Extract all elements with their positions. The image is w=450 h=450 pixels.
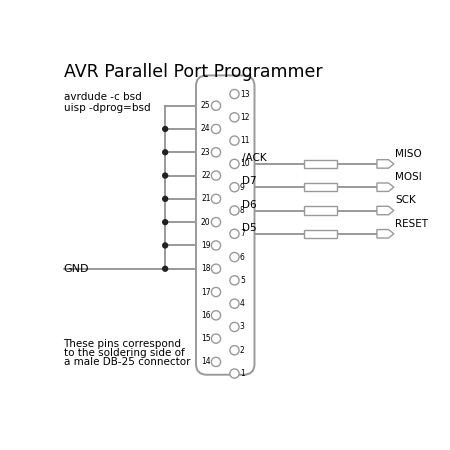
Circle shape	[212, 264, 220, 273]
Text: a male DB-25 connector: a male DB-25 connector	[63, 357, 190, 367]
Circle shape	[230, 159, 239, 169]
Circle shape	[163, 173, 168, 178]
Text: 20: 20	[201, 218, 211, 227]
Text: MOSI: MOSI	[396, 172, 422, 182]
Circle shape	[212, 310, 220, 320]
Text: D6: D6	[242, 200, 257, 210]
Text: 8: 8	[240, 206, 245, 215]
FancyBboxPatch shape	[304, 230, 337, 238]
Text: These pins correspond: These pins correspond	[63, 339, 181, 349]
Circle shape	[163, 220, 168, 225]
Circle shape	[212, 101, 220, 110]
Text: 6: 6	[240, 252, 245, 261]
Text: 22: 22	[201, 171, 211, 180]
Circle shape	[212, 148, 220, 157]
Text: 18: 18	[201, 264, 211, 273]
Circle shape	[230, 206, 239, 215]
Text: 25: 25	[201, 101, 211, 110]
Text: SCK: SCK	[396, 195, 416, 206]
Circle shape	[163, 150, 168, 155]
Circle shape	[230, 346, 239, 355]
Text: to the soldering side of: to the soldering side of	[63, 348, 184, 358]
Text: 11: 11	[240, 136, 249, 145]
Circle shape	[230, 322, 239, 332]
Circle shape	[230, 252, 239, 262]
Circle shape	[230, 299, 239, 308]
Circle shape	[212, 171, 220, 180]
Circle shape	[212, 357, 220, 366]
Circle shape	[230, 136, 239, 145]
Text: 19: 19	[201, 241, 211, 250]
Text: MISO: MISO	[396, 149, 422, 159]
Text: 14: 14	[201, 357, 211, 366]
Text: 16: 16	[201, 311, 211, 320]
Text: 23: 23	[201, 148, 211, 157]
Circle shape	[212, 288, 220, 297]
Circle shape	[230, 276, 239, 285]
Circle shape	[163, 196, 168, 201]
Text: D7: D7	[242, 176, 257, 186]
Circle shape	[230, 229, 239, 239]
Text: 17: 17	[201, 288, 211, 297]
Text: 12: 12	[240, 113, 249, 122]
Text: 10: 10	[240, 159, 249, 168]
Text: D5: D5	[242, 223, 257, 233]
FancyBboxPatch shape	[304, 160, 337, 168]
Circle shape	[230, 369, 239, 378]
Circle shape	[230, 183, 239, 192]
FancyBboxPatch shape	[304, 183, 337, 191]
Circle shape	[212, 124, 220, 134]
Text: 4: 4	[240, 299, 245, 308]
Circle shape	[163, 126, 168, 131]
Text: 5: 5	[240, 276, 245, 285]
Circle shape	[163, 266, 168, 271]
FancyBboxPatch shape	[196, 76, 255, 375]
Text: 15: 15	[201, 334, 211, 343]
Text: 24: 24	[201, 125, 211, 134]
Text: uisp -dprog=bsd: uisp -dprog=bsd	[63, 103, 150, 112]
Polygon shape	[377, 160, 394, 168]
Text: AVR Parallel Port Programmer: AVR Parallel Port Programmer	[63, 63, 322, 81]
FancyBboxPatch shape	[304, 206, 337, 215]
Circle shape	[212, 241, 220, 250]
Text: 3: 3	[240, 323, 245, 332]
Text: RESET: RESET	[396, 219, 428, 229]
Polygon shape	[377, 183, 394, 191]
Text: 2: 2	[240, 346, 245, 355]
Circle shape	[212, 334, 220, 343]
Text: GND: GND	[63, 264, 89, 274]
Text: /ACK: /ACK	[242, 153, 267, 163]
Text: 1: 1	[240, 369, 245, 378]
Circle shape	[163, 243, 168, 248]
Polygon shape	[377, 206, 394, 215]
Circle shape	[230, 112, 239, 122]
Text: 21: 21	[201, 194, 211, 203]
Circle shape	[212, 217, 220, 227]
Text: avrdude -c bsd: avrdude -c bsd	[63, 93, 141, 103]
Text: 13: 13	[240, 90, 249, 99]
Text: 7: 7	[240, 230, 245, 238]
Text: 9: 9	[240, 183, 245, 192]
Circle shape	[212, 194, 220, 203]
Polygon shape	[377, 230, 394, 238]
Circle shape	[230, 90, 239, 99]
